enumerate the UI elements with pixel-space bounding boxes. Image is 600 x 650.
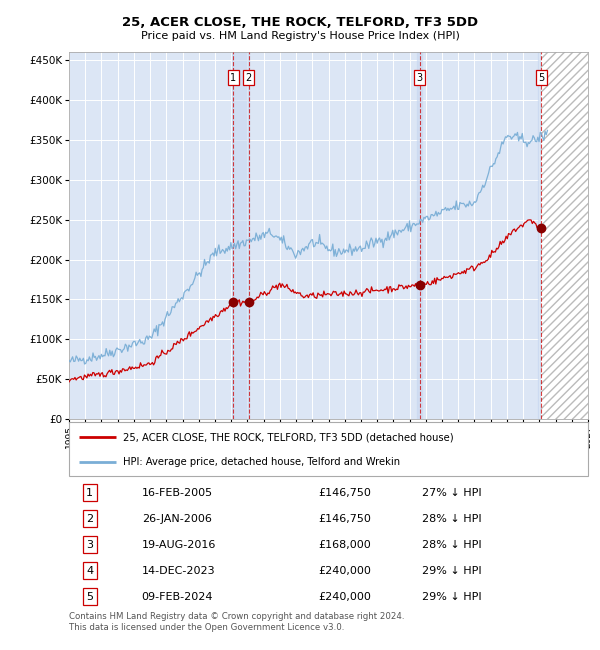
- Text: £240,000: £240,000: [318, 592, 371, 602]
- Text: 4: 4: [86, 566, 94, 576]
- Text: 28% ↓ HPI: 28% ↓ HPI: [422, 514, 482, 524]
- Text: 2: 2: [245, 73, 251, 83]
- Text: 26-JAN-2006: 26-JAN-2006: [142, 514, 212, 524]
- Text: 09-FEB-2024: 09-FEB-2024: [142, 592, 213, 602]
- Text: 25, ACER CLOSE, THE ROCK, TELFORD, TF3 5DD (detached house): 25, ACER CLOSE, THE ROCK, TELFORD, TF3 5…: [124, 432, 454, 443]
- Text: 1: 1: [230, 73, 236, 83]
- Text: £240,000: £240,000: [318, 566, 371, 576]
- Text: 28% ↓ HPI: 28% ↓ HPI: [422, 540, 482, 550]
- Text: Contains HM Land Registry data © Crown copyright and database right 2024.
This d: Contains HM Land Registry data © Crown c…: [69, 612, 404, 632]
- Text: 3: 3: [86, 540, 93, 550]
- Text: 29% ↓ HPI: 29% ↓ HPI: [422, 566, 482, 576]
- Bar: [418, 52, 422, 419]
- Text: 27% ↓ HPI: 27% ↓ HPI: [422, 488, 482, 498]
- Text: £146,750: £146,750: [318, 488, 371, 498]
- Text: 16-FEB-2005: 16-FEB-2005: [142, 488, 213, 498]
- Text: 1: 1: [86, 488, 93, 498]
- Text: 25, ACER CLOSE, THE ROCK, TELFORD, TF3 5DD: 25, ACER CLOSE, THE ROCK, TELFORD, TF3 5…: [122, 16, 478, 29]
- Text: 5: 5: [538, 73, 544, 83]
- Text: £146,750: £146,750: [318, 514, 371, 524]
- Bar: [232, 52, 250, 419]
- Text: 2: 2: [86, 514, 94, 524]
- FancyBboxPatch shape: [69, 422, 588, 476]
- Text: £168,000: £168,000: [318, 540, 371, 550]
- Text: 19-AUG-2016: 19-AUG-2016: [142, 540, 216, 550]
- Text: 29% ↓ HPI: 29% ↓ HPI: [422, 592, 482, 602]
- Text: 3: 3: [417, 73, 423, 83]
- Text: Price paid vs. HM Land Registry's House Price Index (HPI): Price paid vs. HM Land Registry's House …: [140, 31, 460, 41]
- Text: 14-DEC-2023: 14-DEC-2023: [142, 566, 215, 576]
- Bar: [541, 52, 588, 419]
- Text: 5: 5: [86, 592, 93, 602]
- Text: HPI: Average price, detached house, Telford and Wrekin: HPI: Average price, detached house, Telf…: [124, 458, 401, 467]
- Bar: [538, 52, 542, 419]
